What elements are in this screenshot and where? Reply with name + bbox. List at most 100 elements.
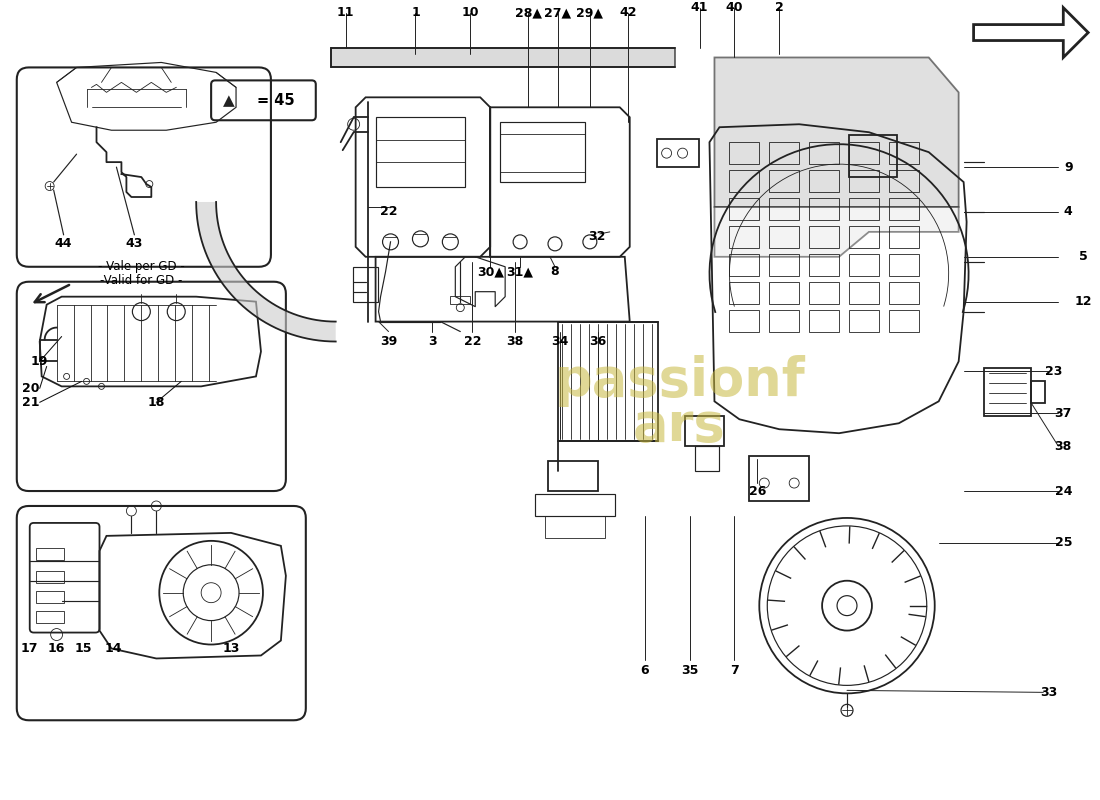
Bar: [810, 142, 839, 164]
Bar: [729, 170, 759, 192]
Text: 42: 42: [619, 6, 637, 19]
Bar: [889, 254, 918, 276]
Text: 22: 22: [379, 206, 397, 218]
Bar: [558, 322, 658, 441]
Text: 32: 32: [588, 230, 605, 243]
Text: 2: 2: [774, 1, 783, 14]
Text: 4: 4: [1064, 206, 1072, 218]
Bar: [544, 516, 605, 538]
Text: ▲: ▲: [223, 93, 234, 108]
Text: 17: 17: [21, 642, 38, 655]
Bar: [729, 282, 759, 304]
Text: -Valid for GD -: -Valid for GD -: [100, 274, 183, 287]
Text: 25: 25: [1055, 536, 1072, 550]
Text: 18: 18: [147, 396, 165, 409]
Polygon shape: [331, 47, 674, 67]
Bar: [769, 226, 800, 248]
Bar: [849, 282, 879, 304]
Text: 35: 35: [681, 664, 698, 677]
Text: 16: 16: [48, 642, 65, 655]
Text: 41: 41: [691, 1, 708, 14]
Text: 43: 43: [125, 238, 143, 250]
Text: 27▲: 27▲: [544, 6, 572, 19]
Text: 26: 26: [749, 485, 766, 498]
Text: 30▲: 30▲: [476, 266, 504, 278]
Bar: [35, 610, 64, 622]
Text: 19: 19: [31, 355, 48, 368]
Bar: [849, 254, 879, 276]
Text: 38: 38: [506, 335, 524, 348]
Bar: [729, 198, 759, 220]
Bar: [889, 226, 918, 248]
Bar: [375, 118, 465, 187]
Text: 38: 38: [1055, 440, 1071, 453]
Text: 13: 13: [222, 642, 240, 655]
Bar: [983, 369, 1032, 416]
Text: 24: 24: [1055, 485, 1072, 498]
Bar: [1032, 382, 1045, 403]
Bar: [769, 198, 800, 220]
Text: 39: 39: [379, 335, 397, 348]
Polygon shape: [715, 58, 958, 207]
Text: 28▲: 28▲: [515, 6, 541, 19]
Bar: [769, 310, 800, 331]
Bar: [729, 226, 759, 248]
Text: - Vale per GD -: - Vale per GD -: [98, 260, 185, 274]
Bar: [849, 135, 896, 177]
Text: 8: 8: [551, 266, 559, 278]
Bar: [535, 494, 615, 516]
Text: 11: 11: [337, 6, 354, 19]
Bar: [450, 296, 471, 304]
Text: 9: 9: [1064, 161, 1072, 174]
Text: 44: 44: [55, 238, 73, 250]
Text: = 45: = 45: [257, 93, 295, 108]
Text: 12: 12: [1075, 295, 1092, 308]
Bar: [769, 282, 800, 304]
Bar: [810, 310, 839, 331]
Text: 10: 10: [462, 6, 478, 19]
Text: 14: 14: [104, 642, 122, 655]
Bar: [375, 140, 465, 162]
Text: 21: 21: [22, 396, 40, 409]
Text: passionf: passionf: [554, 355, 805, 407]
Bar: [35, 570, 64, 582]
Text: 40: 40: [726, 1, 744, 14]
Text: 37: 37: [1055, 406, 1072, 420]
Bar: [849, 142, 879, 164]
Bar: [810, 282, 839, 304]
Bar: [35, 590, 64, 602]
Text: 33: 33: [1040, 686, 1057, 699]
Bar: [849, 170, 879, 192]
Text: 5: 5: [1079, 250, 1088, 263]
Text: 23: 23: [1045, 365, 1062, 378]
Bar: [500, 134, 585, 172]
Bar: [889, 170, 918, 192]
Bar: [810, 226, 839, 248]
Bar: [500, 122, 585, 182]
Text: 29▲: 29▲: [576, 6, 604, 19]
Polygon shape: [715, 207, 958, 257]
Text: 7: 7: [730, 664, 739, 677]
Bar: [729, 310, 759, 331]
Bar: [849, 198, 879, 220]
Bar: [353, 266, 377, 302]
Bar: [889, 142, 918, 164]
Bar: [810, 198, 839, 220]
Bar: [889, 282, 918, 304]
Bar: [694, 446, 719, 471]
Bar: [729, 142, 759, 164]
Bar: [810, 254, 839, 276]
Text: 20: 20: [22, 382, 40, 395]
Bar: [769, 142, 800, 164]
Bar: [729, 254, 759, 276]
Bar: [849, 310, 879, 331]
Bar: [849, 226, 879, 248]
Bar: [889, 310, 918, 331]
Bar: [35, 548, 64, 560]
Text: 34: 34: [551, 335, 569, 348]
Text: 3: 3: [428, 335, 437, 348]
Bar: [657, 139, 698, 167]
Text: ars: ars: [634, 400, 726, 452]
Polygon shape: [196, 202, 336, 342]
Text: 6: 6: [640, 664, 649, 677]
